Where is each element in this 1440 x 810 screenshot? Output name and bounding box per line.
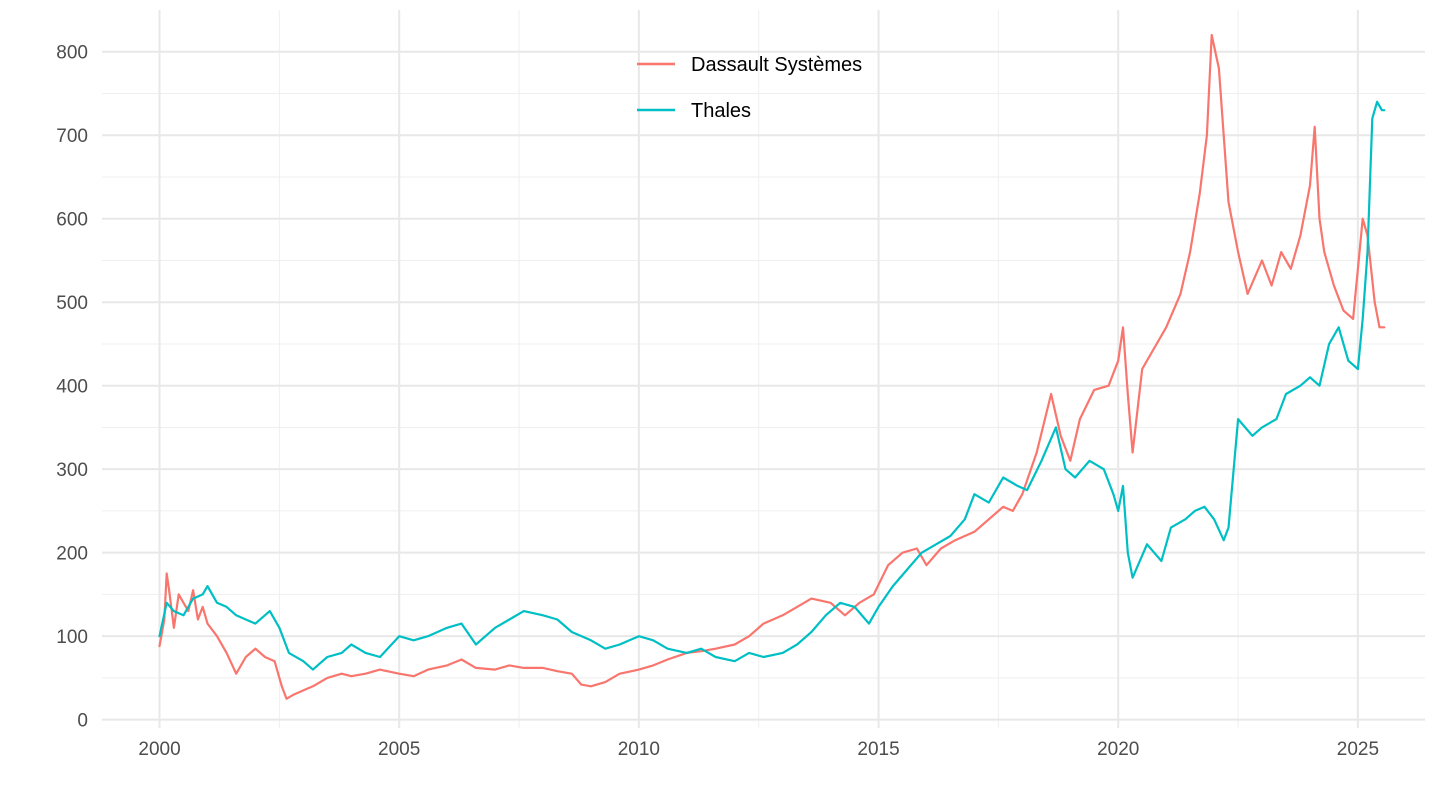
y-tick-label: 600	[56, 210, 88, 231]
y-tick-label: 200	[56, 544, 88, 565]
legend: Dassault Systèmes Thales	[637, 54, 862, 122]
y-tick-label: 500	[56, 293, 88, 314]
x-tick-label: 2005	[378, 739, 420, 760]
y-axis-tick-labels: 0 100 200 300 400 500 600 700 800	[56, 43, 88, 732]
y-tick-label: 800	[56, 43, 88, 64]
series-lines	[158, 33, 1386, 700]
x-tick-label: 2020	[1097, 739, 1139, 760]
series-line-thales	[158, 100, 1386, 671]
x-tick-label: 2010	[618, 739, 660, 760]
legend-label-thales: Thales	[691, 100, 751, 122]
series-line-dassault-systemes	[158, 33, 1386, 700]
x-tick-label: 2015	[857, 739, 899, 760]
x-axis-tick-labels: 2000 2005 2010 2015 2020 2025	[138, 739, 1379, 760]
legend-label-dassault-systemes: Dassault Systèmes	[691, 54, 862, 76]
x-tick-label: 2025	[1337, 739, 1379, 760]
major-gridlines	[102, 10, 1425, 728]
x-tick-label: 2000	[138, 739, 180, 760]
y-tick-label: 400	[56, 377, 88, 398]
minor-gridlines	[102, 10, 1425, 728]
y-tick-label: 300	[56, 460, 88, 481]
y-tick-label: 700	[56, 126, 88, 147]
y-tick-label: 100	[56, 627, 88, 648]
y-tick-label: 0	[77, 711, 88, 732]
